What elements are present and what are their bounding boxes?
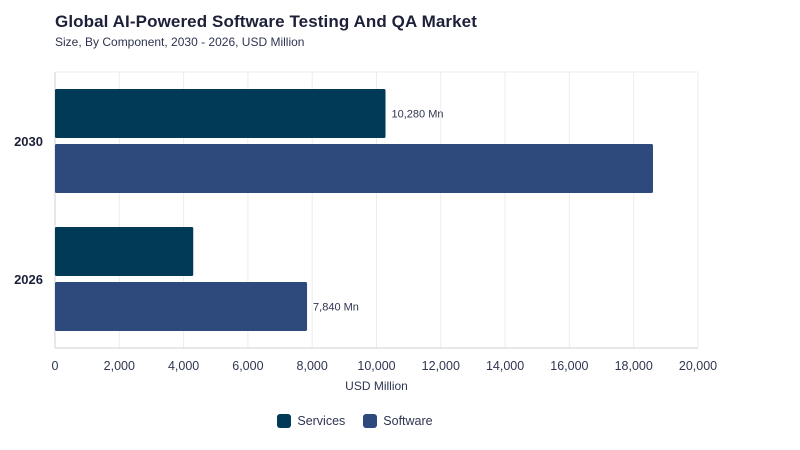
x-tick-label: 14,000 [486, 359, 524, 373]
legend-label-services: Services [297, 414, 346, 428]
chart-subtitle: Size, By Component, 2030 - 2026, USD Mil… [55, 35, 305, 49]
bar-software-2030 [55, 144, 653, 193]
bar-services-2026 [55, 227, 194, 276]
y-category-label: 2030 [14, 134, 43, 149]
chart-legend: Services Software [0, 414, 710, 428]
x-tick-label: 6,000 [232, 359, 263, 373]
x-tick-label: 10,000 [357, 359, 395, 373]
x-axis-title: USD Million [345, 379, 408, 393]
x-tick-label: 2,000 [104, 359, 135, 373]
bar-software-2026 [55, 282, 308, 331]
x-tick-label: 0 [52, 359, 59, 373]
x-tick-label: 4,000 [168, 359, 199, 373]
x-tick-label: 8,000 [297, 359, 328, 373]
legend-item-software[interactable]: Software [363, 414, 433, 428]
chart-title: Global AI-Powered Software Testing And Q… [55, 12, 477, 31]
x-tick-label: 16,000 [550, 359, 588, 373]
y-category-label: 2026 [14, 272, 43, 287]
legend-swatch-software [363, 414, 378, 428]
legend-item-services[interactable]: Services [277, 414, 345, 428]
x-tick-label: 20,000 [679, 359, 717, 373]
legend-label-software: Software [383, 414, 433, 428]
x-tick-label: 12,000 [422, 359, 460, 373]
bar-services-2030 [55, 89, 386, 138]
data-label: 7,840 Mn [313, 302, 359, 314]
data-label: 10,280 Mn [392, 109, 444, 121]
legend-swatch-services [277, 414, 292, 428]
x-tick-label: 18,000 [615, 359, 653, 373]
